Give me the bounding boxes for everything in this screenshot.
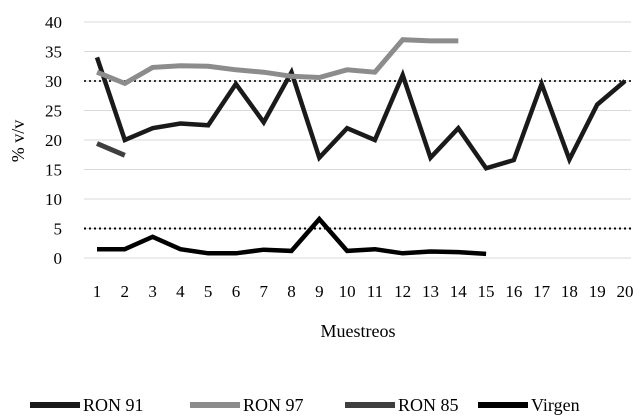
legend-label-ron-85: RON 85 — [398, 395, 459, 415]
series-line-ron-85 — [96, 141, 126, 158]
x-tick-label: 3 — [148, 282, 157, 301]
y-tick-label: 35 — [45, 43, 62, 62]
x-tick-label: 18 — [561, 282, 578, 301]
y-axis-title: % v/v — [8, 120, 28, 163]
x-tick-label: 9 — [315, 282, 324, 301]
legend: RON 91 RON 97 RON 85 Virgen — [30, 395, 580, 415]
y-tick-label: 10 — [45, 190, 62, 209]
x-tick-label: 19 — [589, 282, 606, 301]
legend-label-ron-97: RON 97 — [243, 395, 304, 415]
x-tick-label: 15 — [478, 282, 495, 301]
x-tick-label: 4 — [176, 282, 185, 301]
y-tick-label: 5 — [54, 220, 63, 239]
legend-label-ron-91: RON 91 — [83, 395, 144, 415]
series-line-ron-91 — [94, 56, 627, 171]
x-tick-label: 14 — [450, 282, 468, 301]
series-line-ron-97 — [96, 37, 459, 87]
series-line-virgen — [97, 215, 487, 257]
series-lines — [94, 37, 627, 257]
y-tick-label: 0 — [54, 249, 63, 268]
x-axis-title: Muestreos — [321, 321, 396, 341]
y-tick-label: 15 — [45, 161, 62, 180]
x-tick-label: 10 — [339, 282, 356, 301]
x-tick-label: 16 — [505, 282, 522, 301]
x-tick-label: 6 — [232, 282, 241, 301]
y-tick-label: 25 — [45, 102, 62, 121]
y-tick-labels: 0 5 10 15 20 25 30 35 40 — [45, 13, 62, 268]
y-tick-label: 40 — [45, 13, 62, 32]
gridlines — [84, 21, 631, 259]
x-tick-label: 20 — [617, 282, 634, 301]
x-tick-label: 5 — [204, 282, 213, 301]
x-tick-label: 7 — [259, 282, 268, 301]
x-tick-labels: 1 2 3 4 5 6 7 8 9 10 11 12 13 14 15 16 17 18 19 20 — [93, 282, 634, 301]
x-tick-label: 1 — [93, 282, 102, 301]
x-tick-label: 13 — [422, 282, 439, 301]
y-tick-label: 30 — [45, 72, 62, 91]
x-tick-label: 8 — [287, 282, 296, 301]
x-tick-label: 11 — [367, 282, 383, 301]
y-tick-label: 20 — [45, 131, 62, 150]
x-tick-label: 17 — [533, 282, 551, 301]
x-tick-label: 2 — [121, 282, 130, 301]
x-tick-label: 12 — [394, 282, 411, 301]
reference-lines — [84, 80, 631, 230]
legend-label-virgen: Virgen — [531, 395, 580, 415]
